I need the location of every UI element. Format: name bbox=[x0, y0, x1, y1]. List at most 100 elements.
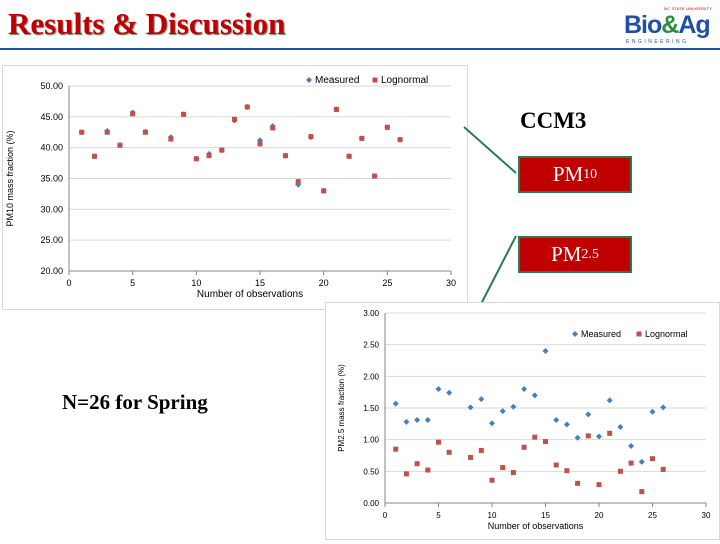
chart1-y-tick-label: 50.00 bbox=[40, 81, 63, 91]
chart1-lognormal-point bbox=[219, 147, 225, 153]
chart1-lognormal-point bbox=[308, 134, 314, 140]
chart2-lognormal-point bbox=[436, 439, 441, 445]
chart2-lognormal-point bbox=[585, 433, 591, 439]
chart2-x-tick-label: 10 bbox=[488, 511, 497, 520]
chart1-lognormal-point bbox=[244, 104, 250, 110]
chart2-y-tick-label: 0.50 bbox=[363, 467, 379, 476]
chart2-measured-point bbox=[660, 404, 667, 411]
chart2-lognormal-point bbox=[521, 444, 527, 450]
chart2-lognormal-point bbox=[403, 471, 409, 477]
chart2-lognormal-point bbox=[414, 461, 420, 467]
chart2-measured-point bbox=[392, 400, 399, 407]
chart1-lognormal-point bbox=[181, 111, 187, 117]
chart2-lognormal-point bbox=[510, 470, 516, 476]
chart2-lognormal-point bbox=[564, 468, 570, 474]
chart2-legend-lognormal-marker bbox=[636, 331, 642, 337]
chart2-lognormal-point bbox=[532, 434, 538, 440]
chart1-lognormal-point bbox=[232, 116, 238, 122]
chart1-y-tick-label: 20.00 bbox=[40, 266, 63, 276]
chart2-y-tick-label: 0.00 bbox=[363, 499, 379, 508]
section-label: CCM3 bbox=[520, 108, 587, 133]
chart2-measured-point bbox=[403, 418, 410, 425]
chart1-y-tick-label: 30.00 bbox=[40, 204, 63, 214]
chart2-legend-measured-marker bbox=[572, 331, 578, 337]
chart1-lognormal-point bbox=[104, 129, 110, 135]
chart2-x-axis-label: Number of observations bbox=[488, 521, 584, 531]
chart2-measured-point bbox=[617, 424, 624, 430]
chart2-measured-point bbox=[574, 434, 581, 441]
chart1-x-tick-label: 5 bbox=[130, 278, 135, 288]
chart1-lognormal-point bbox=[321, 188, 327, 194]
chart1-legend-measured: Measured bbox=[315, 75, 359, 86]
chart2-lognormal-point bbox=[628, 460, 634, 466]
chart2-measured-point bbox=[542, 348, 549, 354]
chart1-lognormal-point bbox=[193, 156, 199, 162]
chart2-lognormal-point bbox=[575, 480, 581, 486]
chart1-y-tick-label: 25.00 bbox=[40, 235, 63, 245]
chart2-y-tick-label: 1.00 bbox=[363, 436, 379, 445]
chart2-measured-point bbox=[531, 392, 538, 399]
chart2-measured-point bbox=[638, 458, 645, 465]
chart2-lognormal-point bbox=[446, 449, 452, 455]
chart1-lognormal-point bbox=[384, 124, 390, 130]
chart2-lognormal-point bbox=[660, 466, 666, 472]
chart2-measured-point bbox=[499, 408, 506, 415]
chart2-measured-point bbox=[510, 403, 517, 410]
chart2-lognormal-point bbox=[489, 477, 495, 483]
chart2-legend-lognormal: Lognormal bbox=[645, 329, 688, 339]
logo-university-text: NC STATE UNIVERSITY bbox=[664, 6, 713, 11]
chart2-lognormal-point bbox=[553, 462, 559, 468]
chart1-lognormal-point bbox=[206, 153, 212, 159]
pm25-box-main: PM bbox=[551, 242, 582, 266]
pm10-box-main: PM bbox=[552, 162, 584, 186]
chart1-lognormal-point bbox=[346, 153, 352, 159]
chart1-x-tick-label: 10 bbox=[191, 278, 201, 288]
logo-wordmark: Bio&Ag bbox=[624, 11, 711, 40]
chart1-measured-point bbox=[295, 181, 302, 188]
chart2-measured-point bbox=[424, 417, 431, 424]
pm25-label-box: PM 2.5 bbox=[518, 236, 632, 273]
chart1-x-tick-label: 20 bbox=[319, 278, 329, 288]
chart2-y-tick-label: 1.50 bbox=[363, 404, 379, 413]
chart2-lognormal-point bbox=[543, 439, 548, 445]
chart1-lognormal-point bbox=[130, 111, 136, 117]
chart2-lognormal-point bbox=[639, 489, 645, 495]
chart2-measured-point bbox=[606, 397, 613, 404]
chart1-lognormal-point bbox=[282, 153, 288, 159]
chart2-measured-point bbox=[435, 386, 442, 392]
pm10-label-box: PM 10 bbox=[518, 156, 632, 193]
chart2-lognormal-point bbox=[478, 447, 484, 453]
chart1-lognormal-point bbox=[257, 141, 263, 147]
chart1-lognormal-point bbox=[79, 129, 85, 135]
bioag-logo: NC STATE UNIVERSITY Bio&Ag ENGINEERING bbox=[622, 6, 716, 46]
chart2-measured-point bbox=[414, 417, 421, 424]
chart1-y-tick-label: 35.00 bbox=[40, 174, 63, 184]
sample-size-note: N=26 for Spring bbox=[62, 390, 208, 414]
chart1-legend-measured-marker bbox=[306, 77, 312, 83]
chart1-lognormal-point bbox=[142, 129, 148, 135]
chart1-legend-lognormal-marker bbox=[372, 77, 378, 83]
chart1-lognormal-point bbox=[359, 135, 365, 141]
chart1-lognormal-point bbox=[295, 179, 301, 185]
chart2-measured-point bbox=[649, 408, 656, 415]
chart1-x-tick-label: 15 bbox=[255, 278, 265, 288]
title-divider bbox=[0, 48, 720, 50]
chart2-lognormal-point bbox=[500, 465, 506, 471]
chart2-measured-point bbox=[467, 404, 474, 411]
chart2-x-tick-label: 20 bbox=[595, 511, 604, 520]
chart2-measured-point bbox=[563, 421, 570, 428]
chart2-lognormal-point bbox=[596, 482, 602, 488]
chart2-lognormal-point bbox=[650, 456, 655, 462]
chart2-lognormal-point bbox=[617, 468, 623, 474]
chart1-x-tick-label: 0 bbox=[66, 278, 71, 288]
chart1-lognormal-point bbox=[333, 106, 339, 112]
chart2-lognormal-point bbox=[393, 446, 399, 452]
connector-line-pm25 bbox=[479, 235, 517, 307]
chart2-lognormal-point bbox=[607, 430, 613, 436]
pm10-chart-svg: 20.00 25.00 30.00 35.00 40.00 45.00 50.00 0 5 10 1… bbox=[5, 75, 456, 300]
chart2-measured-point bbox=[585, 411, 592, 418]
chart1-lognormal-point bbox=[168, 136, 174, 142]
logo-word-b: Ag bbox=[678, 11, 710, 39]
logo-word-a: Bio bbox=[624, 11, 662, 39]
chart1-y-tick-label: 40.00 bbox=[40, 143, 63, 153]
